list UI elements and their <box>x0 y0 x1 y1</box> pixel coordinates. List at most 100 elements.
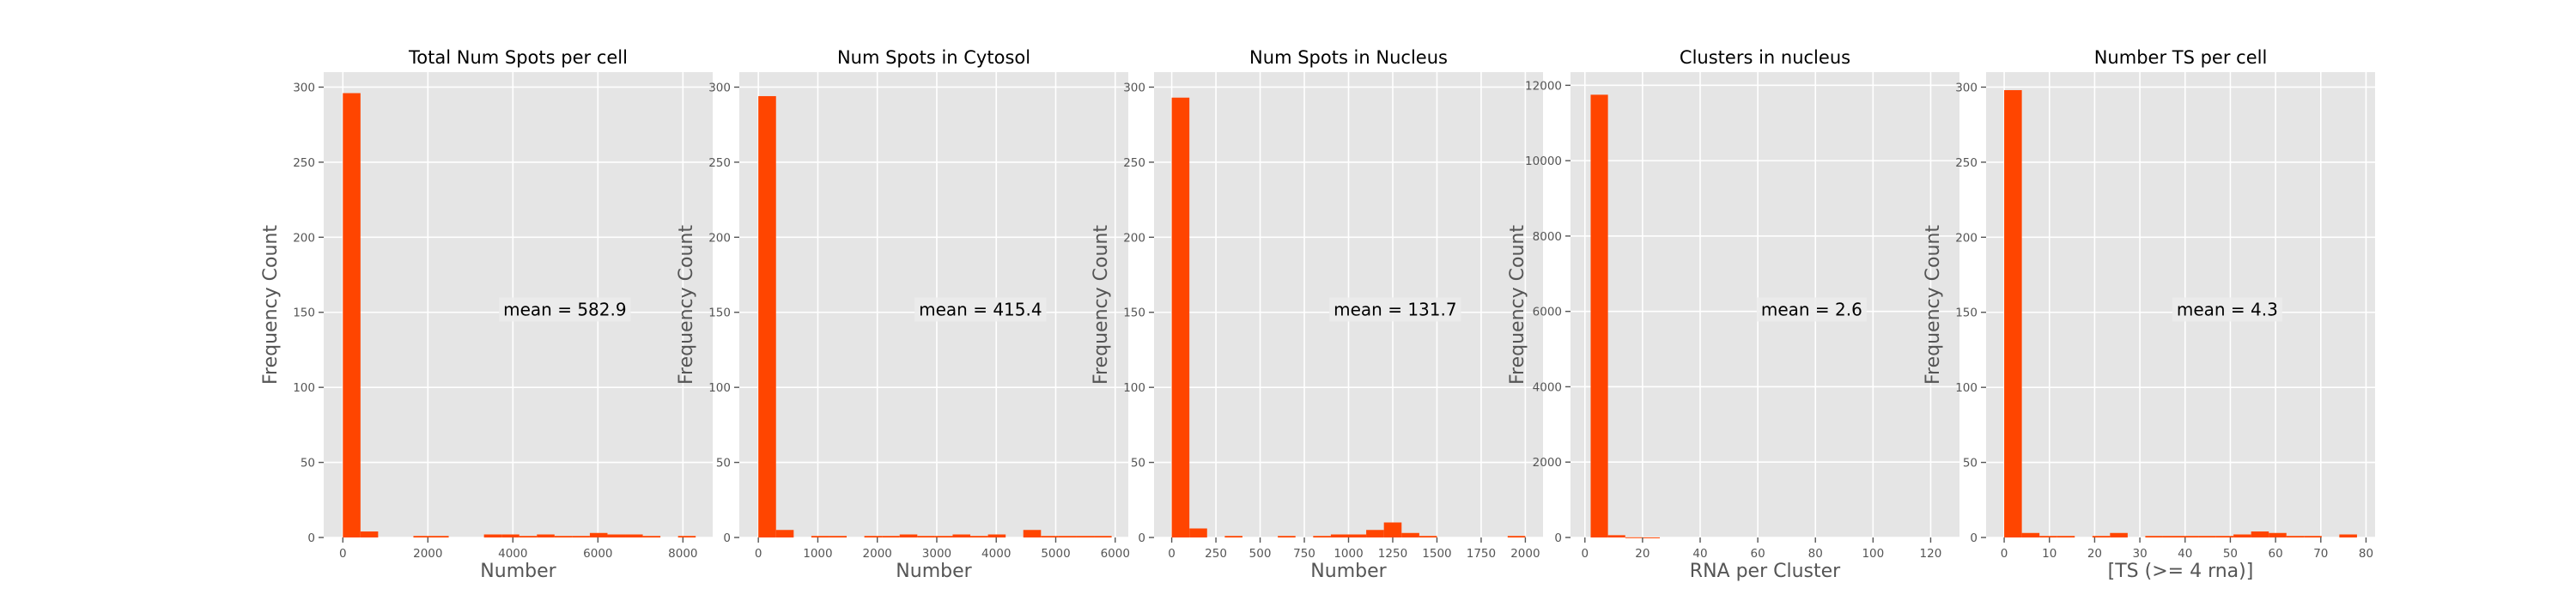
histogram-bar <box>501 534 519 537</box>
y-axis-label: Frequency Count <box>260 225 282 385</box>
y-tick-label: 0 <box>1970 531 1978 545</box>
y-tick-label: 0 <box>307 531 315 545</box>
chart-panel: 0 20 40 60 80 100 120 0 2000 4000 6000 8000 10000 120… <box>1507 47 1959 582</box>
y-tick-label: 200 <box>708 231 731 245</box>
y-axis-label: Frequency Count <box>1923 225 1944 385</box>
histogram-bar <box>483 534 502 537</box>
x-tick-label: 1750 <box>1467 547 1496 561</box>
histogram-bar <box>2004 89 2022 537</box>
x-tick-label: 2000 <box>413 547 442 561</box>
histogram-bar <box>1278 536 1296 537</box>
histogram-bar <box>2269 532 2287 537</box>
histogram-bar <box>677 536 696 537</box>
y-tick-label: 50 <box>301 457 315 470</box>
annotation-box <box>914 297 1047 322</box>
histogram-bar <box>758 95 776 538</box>
histogram-bar <box>1330 534 1349 537</box>
histogram-bar <box>2198 536 2216 537</box>
histogram-bar <box>1094 536 1112 537</box>
histogram-bar <box>554 536 573 537</box>
y-tick-label: 0 <box>1138 531 1145 545</box>
histogram-bar <box>2286 536 2305 537</box>
y-tick-label: 250 <box>1955 156 1978 170</box>
y-tick-label: 100 <box>708 381 731 395</box>
y-axis-label: Frequency Count <box>676 225 697 385</box>
mean-annotation: mean = 582.9 <box>503 299 626 319</box>
y-tick-label: 200 <box>293 231 315 245</box>
histogram-bar <box>1313 536 1331 537</box>
x-tick-label: 6000 <box>1101 547 1130 561</box>
histogram-bar <box>2251 531 2269 537</box>
x-axis-label: Number <box>480 561 556 582</box>
chart-title: Clusters in nucleus <box>1680 47 1850 68</box>
x-tick-label: 0 <box>2001 547 2008 561</box>
histogram-bar <box>2039 536 2057 537</box>
histogram-bar <box>864 536 883 537</box>
histogram-bar <box>2162 536 2181 537</box>
y-axis-label: Frequency Count <box>1091 225 1112 385</box>
mean-annotation: mean = 2.6 <box>1761 299 1862 319</box>
histogram-bar <box>1607 535 1625 537</box>
chart-title: Total Num Spots per cell <box>408 47 628 68</box>
mean-annotation: mean = 4.3 <box>2177 299 2278 319</box>
y-tick-label: 300 <box>1123 81 1145 94</box>
y-tick-label: 150 <box>1123 307 1145 320</box>
x-axis-label: Number <box>896 561 972 582</box>
x-tick-label: 1000 <box>1334 547 1363 561</box>
histogram-bar <box>519 536 538 537</box>
x-tick-label: 2000 <box>1510 547 1540 561</box>
histogram-bar <box>2021 532 2040 537</box>
x-tick-label: 10 <box>2042 547 2057 561</box>
x-tick-label: 40 <box>2178 547 2192 561</box>
annotation-box <box>2172 297 2282 322</box>
mean-annotation: mean = 415.4 <box>919 299 1042 319</box>
x-tick-label: 6000 <box>583 547 612 561</box>
histogram-bar <box>343 93 361 537</box>
y-tick-label: 100 <box>293 381 315 395</box>
y-tick-label: 4000 <box>1533 380 1562 394</box>
histogram-bar <box>2057 536 2075 537</box>
histogram-bar <box>1189 528 1207 537</box>
x-tick-label: 1000 <box>803 547 832 561</box>
chart-panel: 0 250 500 750 1000 1250 1500 1750 2000 0 50 100 150 2… <box>1091 47 1543 582</box>
chart-title: Num Spots in Nucleus <box>1249 47 1448 68</box>
y-tick-label: 100 <box>1955 381 1978 395</box>
y-axis-label: Frequency Count <box>1507 225 1528 385</box>
histogram-bar <box>899 534 918 537</box>
x-tick-label: 750 <box>1293 547 1315 561</box>
y-tick-label: 12000 <box>1525 79 1562 93</box>
y-tick-label: 300 <box>708 81 731 94</box>
chart-panel: 0 2000 4000 6000 8000 0 50 100 150 200 250 300 Total… <box>260 47 713 582</box>
histogram-bar <box>2339 534 2357 537</box>
x-tick-label: 8000 <box>668 547 697 561</box>
x-tick-label: 60 <box>2269 547 2283 561</box>
y-tick-label: 2000 <box>1533 456 1562 470</box>
histogram-bar <box>1348 534 1367 537</box>
histogram-bar <box>829 536 848 537</box>
x-tick-label: 20 <box>1635 547 1649 561</box>
histogram-bar <box>1058 536 1077 537</box>
x-tick-label: 250 <box>1205 547 1227 561</box>
histogram-bar <box>917 536 935 537</box>
y-tick-label: 150 <box>708 307 731 320</box>
histogram-bar <box>2110 532 2128 537</box>
histogram-bar <box>1507 536 1526 537</box>
chart-title: Number TS per cell <box>2094 47 2268 68</box>
histogram-bar <box>2145 536 2163 537</box>
x-tick-label: 60 <box>1751 547 1765 561</box>
x-axis-label: Number <box>1310 561 1387 582</box>
histogram-bar <box>1401 532 1419 537</box>
histogram-bar <box>934 536 953 537</box>
histogram-bar <box>1224 536 1242 537</box>
y-tick-label: 8000 <box>1533 230 1562 244</box>
y-tick-label: 100 <box>1123 381 1145 395</box>
histogram-bar <box>987 534 1006 537</box>
y-tick-label: 300 <box>293 81 315 94</box>
y-tick-label: 150 <box>1955 307 1978 320</box>
x-tick-label: 0 <box>1581 547 1589 561</box>
x-tick-label: 1250 <box>1378 547 1407 561</box>
x-tick-label: 30 <box>2132 547 2147 561</box>
histogram-bar <box>607 534 626 537</box>
histogram-bar <box>572 536 590 537</box>
